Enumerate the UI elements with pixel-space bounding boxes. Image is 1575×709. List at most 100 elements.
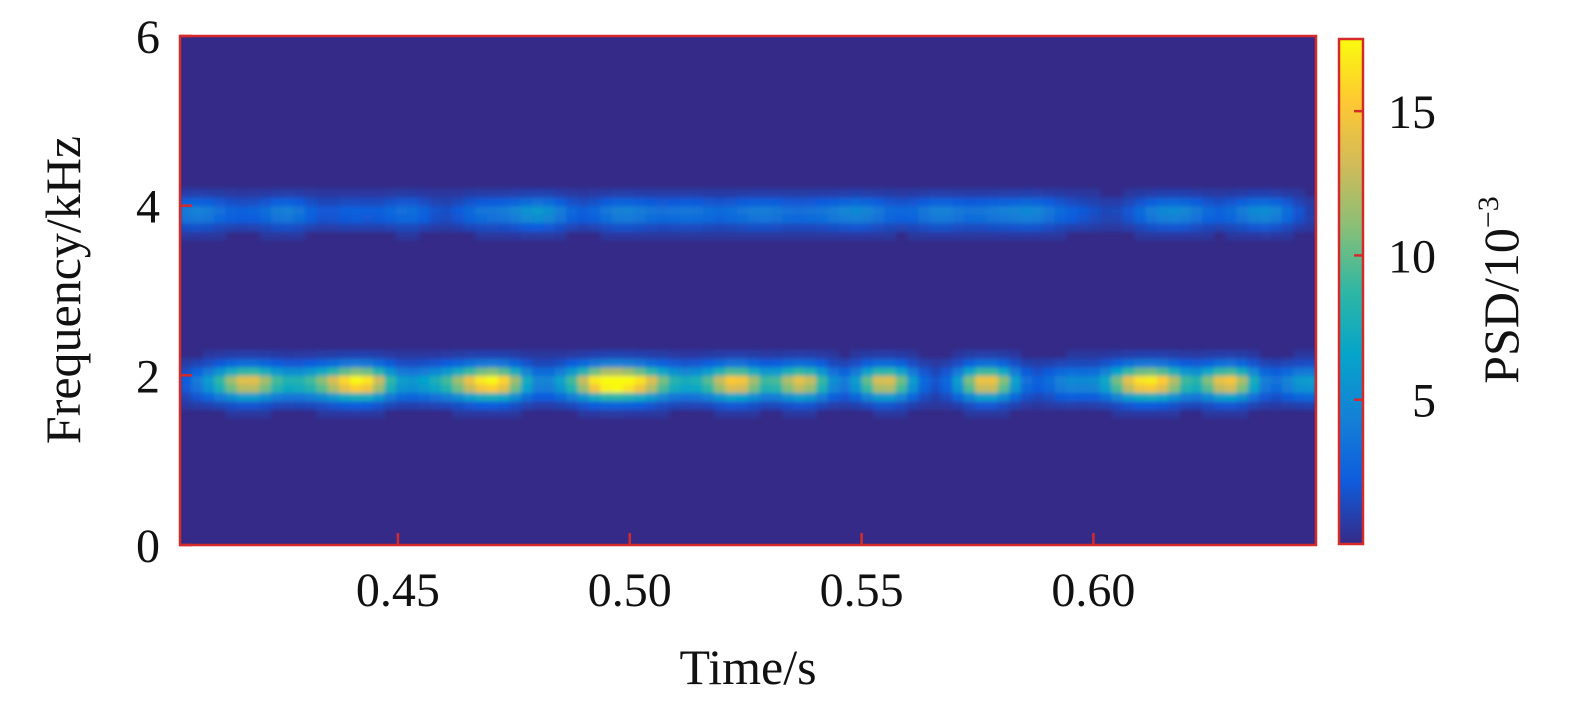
heatmap-cell [395,197,408,207]
heatmap-cell [543,214,556,224]
heatmap-cell [645,205,658,215]
heatmap-cell [634,197,647,207]
heatmap-cell [634,349,647,359]
heatmap-cell [577,205,590,215]
heatmap-cell [816,366,829,376]
heatmap-cell [725,231,738,241]
heatmap-cell [554,205,567,215]
heatmap-cell [1156,197,1169,207]
heatmap-cell [202,349,215,359]
heatmap-cell [702,231,715,241]
heatmap-cell [1009,392,1022,402]
heatmap-cell [248,400,261,410]
heatmap-cell [1191,205,1203,215]
plot-background [180,36,1316,545]
heatmap-cell [520,231,533,241]
heatmap-cell [1179,358,1192,368]
heatmap-cell [1145,366,1158,376]
heatmap-cell [1134,231,1147,241]
heatmap-cell [1191,383,1203,393]
heatmap-cell [657,375,670,385]
heatmap-cell [475,222,488,232]
heatmap-cell [1122,409,1135,419]
heatmap-cell [1020,392,1033,402]
heatmap-cell [634,392,647,402]
heatmap-cell [861,366,874,376]
heatmap-cell [316,392,329,402]
heatmap-cell [600,205,613,215]
heatmap-cell [1168,383,1181,393]
heatmap-cell [793,358,806,368]
heatmap-cell [872,392,885,402]
heatmap-cell [679,188,692,198]
heatmap-cell [657,383,670,393]
heatmap-cell [429,205,442,215]
heatmap-cell [464,358,476,368]
heatmap-cell [498,383,511,393]
heatmap-cell [907,383,919,393]
heatmap-cell [1304,366,1316,376]
heatmap-cell [804,375,817,385]
heatmap-cell [293,197,306,207]
heatmap-cell [327,349,340,359]
heatmap-cell [464,197,476,207]
colorbar-tick-label: 10 [1388,230,1436,283]
heatmap-cell [975,222,988,232]
heatmap-cell [588,375,601,385]
heatmap-cell [577,409,590,419]
heatmap-cell [1043,197,1056,207]
heatmap-cell [1145,392,1158,402]
heatmap-cell [691,214,704,224]
heatmap-cell [941,205,954,215]
heatmap-cell [373,375,386,385]
heatmap-cell [520,400,533,410]
heatmap-cell [361,375,374,385]
heatmap-cell [202,366,215,376]
heatmap-cell [407,231,420,241]
heatmap-cell [543,205,556,215]
heatmap-cell [1236,375,1249,385]
heatmap-cell [259,222,272,232]
heatmap-cell [702,222,715,232]
heatmap-cell [543,222,556,232]
heatmap-cell [963,222,976,232]
heatmap-cell [907,400,919,410]
heatmap-cell [498,188,511,198]
heatmap-cell [713,188,726,198]
heatmap-cell [532,400,545,410]
heatmap-cell [1134,358,1147,368]
heatmap-cell [1043,375,1056,385]
heatmap-cell [634,222,647,232]
heatmap-cell [1247,392,1260,402]
heatmap-cell [498,392,511,402]
heatmap-cell [1270,375,1283,385]
heatmap-cell [1202,231,1215,241]
heatmap-cell [918,383,931,393]
heatmap-cell [1191,197,1203,207]
heatmap-cell [1304,349,1316,359]
plot-frame [178,34,1318,547]
heatmap-cell [1270,400,1283,410]
heatmap-cell [554,222,567,232]
heatmap-cell [782,188,795,198]
heatmap-cell [441,358,454,368]
heatmap-cell [1247,366,1260,376]
heatmap-cell [793,231,806,241]
heatmap-cell [657,205,670,215]
heatmap-cell [884,214,897,224]
heatmap-cell [486,349,499,359]
heatmap-cell [861,383,874,393]
heatmap-cell [611,375,624,385]
heatmap-cell [236,383,249,393]
heatmap-cell [793,222,806,232]
heatmap-cell [509,197,522,207]
heatmap-cell [1043,214,1056,224]
heatmap-cell [1032,222,1044,232]
heatmap-cell [214,366,227,376]
heatmap-cell [759,188,772,198]
heatmap-cell [713,409,726,419]
heatmap-cell [520,392,533,402]
heatmap-cell [941,214,954,224]
heatmap-cell [952,400,965,410]
heatmap-cell [1111,349,1124,359]
